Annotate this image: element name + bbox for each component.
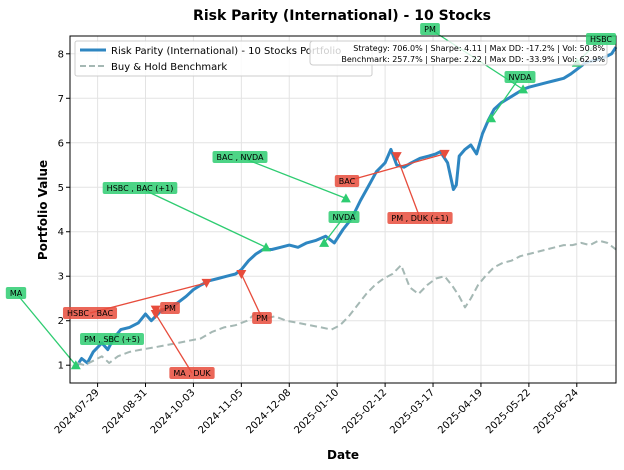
annotation-label-bg [80,333,144,345]
sell-marker [439,149,450,159]
annotation-label: PM , DUK (+1) [391,214,448,223]
annotation-arrow [346,153,445,182]
grid [70,36,616,383]
annotation-label-bg [212,151,268,163]
annotation-label-bg [334,175,360,187]
x-tick-label: 2024-10-03 [149,387,198,436]
annotation-label: NVDA [333,213,356,222]
sell-marker [201,278,212,288]
annotation-label: PM [256,314,268,323]
legend: Risk Parity (International) - 10 Stocks … [74,40,373,77]
x-tick-label: 2024-12-08 [245,387,294,436]
annotation-label: MA [10,289,23,298]
buy-marker [70,360,81,370]
annotation-label-bg [102,182,178,194]
x-axis-label: Date [327,448,359,462]
annotation-label-bg [504,71,536,83]
annotation-arrow [490,76,521,119]
y-tick-label: 8 [58,49,64,60]
annotation-label-bg [252,312,272,324]
stats-benchmark: Benchmark: 257.7% | Sharpe: 2.22 | Max D… [341,55,605,64]
buy-marker [340,193,351,203]
x-tick-label: 2025-01-10 [292,387,341,436]
buy-marker [486,113,497,123]
y-tick-label: 5 [58,183,64,194]
annotation-label: HSBC , BAC (+1) [107,184,174,193]
buy-marker [319,237,330,247]
annotation-label-bg [5,287,27,299]
annotation-arrow [240,273,263,319]
annotation-label: HSBC , BAC [67,309,113,318]
x-tick-label: 2024-08-31 [101,387,150,436]
legend-label-benchmark: Buy & Hold Benchmark [111,62,227,73]
annotation-label: PM [164,304,176,313]
annotation-label-bg [585,33,617,45]
annotation-layer: MA PM , SBC (+5) HSBC , BAC PM MA , DUK HSBC … [5,23,617,379]
annotation-label-bg [328,211,360,223]
y-tick-label: 2 [58,316,64,327]
annotation-label: HSBC [590,35,612,44]
x-tick-label: 2025-02-12 [340,387,389,436]
chart-title: Risk Parity (International) - 10 Stocks [193,8,491,24]
y-axis-ticks: 1 2 3 4 5 6 7 8 [58,49,70,372]
annotation-label-bg [169,367,215,379]
buy-marker [261,242,272,252]
annotation-arrow [396,155,421,219]
y-axis-label: Portfolio Value [36,160,50,260]
annotation-arrow [155,313,193,374]
y-tick-label: 7 [58,94,64,105]
annotation-label: MA , DUK [173,369,211,378]
x-tick-label: 2025-06-24 [532,387,581,436]
stats-strategy: Strategy: 706.0% | Sharpe: 4.11 | Max DD… [353,44,605,53]
y-tick-label: 3 [58,272,64,283]
annotation-label-bg [62,307,118,319]
annotation-label: PM [424,25,436,34]
x-tick-label: 2025-05-22 [484,387,533,436]
y-tick-label: 1 [58,361,64,372]
annotation-label: PM , SBC (+5) [84,335,140,344]
plot-frame [69,35,617,384]
stats-box-bg [309,40,608,66]
x-tick-label: 2025-04-19 [436,387,485,436]
buy-marker [518,84,529,94]
annotation-arrow [239,156,347,199]
annotation-label-bg [387,212,453,224]
legend-label-portfolio: Risk Parity (International) - 10 Stocks … [111,46,341,57]
annotation-label-bg [420,23,440,35]
annotation-arrow [15,292,77,366]
y-tick-label: 6 [58,138,64,149]
x-tick-label: 2024-11-05 [197,387,246,436]
sell-marker [236,270,247,280]
annotation-label: BAC , NVDA [217,153,265,162]
annotation-label-bg [160,302,180,314]
annotation-arrow [139,187,267,248]
y-tick-label: 4 [58,227,64,238]
sell-marker [150,310,161,320]
series-benchmark-line [77,239,617,367]
annotation-label: BAC [339,177,356,186]
sell-marker [391,152,402,162]
x-tick-label: 2025-03-17 [388,387,437,436]
x-tick-label: 2024-07-29 [53,387,102,436]
x-axis-ticks: 2024-07-29 2024-08-31 2024-10-03 2024-11-05… [53,383,581,436]
annotation-label: NVDA [509,73,532,82]
stats-box: Strategy: 706.0% | Sharpe: 4.11 | Max DD… [309,40,608,66]
